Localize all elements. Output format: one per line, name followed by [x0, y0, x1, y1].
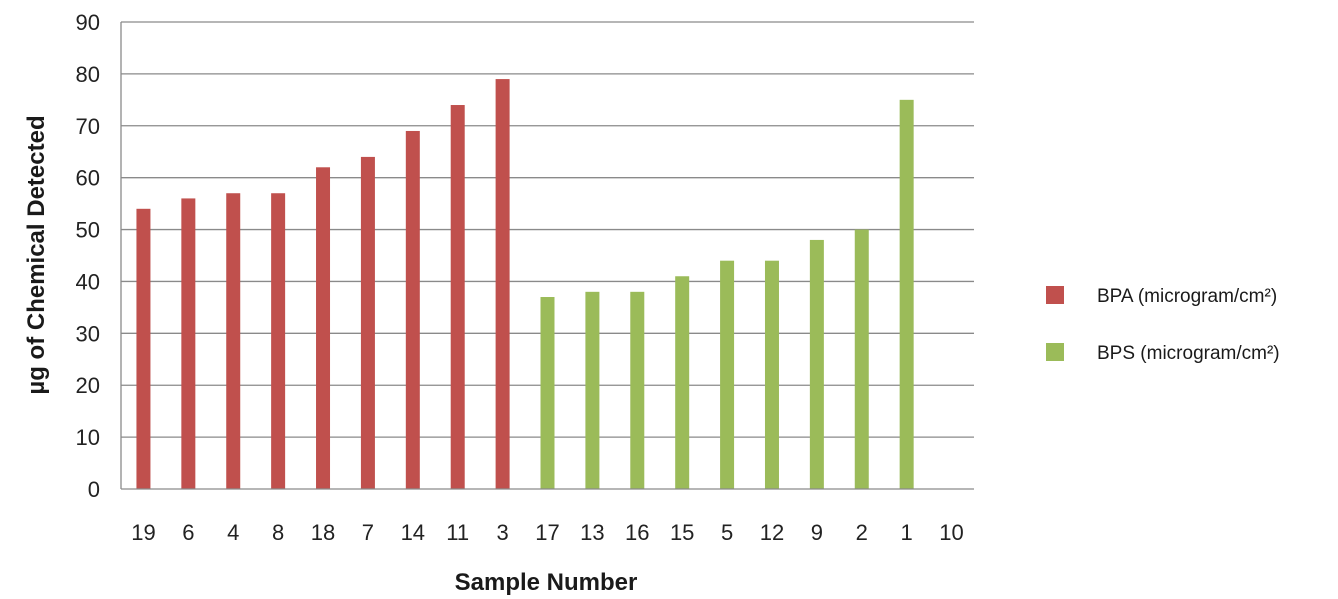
bar-bpa-sample-4 — [226, 193, 241, 489]
x-tick-label: 4 — [227, 520, 239, 545]
bar-bpa-sample-6 — [181, 198, 196, 489]
legend-label: BPS (microgram/cm²) — [1097, 343, 1280, 364]
bar-bps-sample-9 — [809, 239, 824, 489]
y-tick-label: 20 — [76, 373, 100, 398]
legend-swatch — [1046, 286, 1064, 304]
x-tick-label: 12 — [760, 520, 784, 545]
x-tick-label: 6 — [182, 520, 194, 545]
x-tick-label: 7 — [362, 520, 374, 545]
y-axis-label: µg of Chemical Detected — [23, 115, 50, 394]
x-tick-label: 8 — [272, 520, 284, 545]
x-tick-label: 15 — [670, 520, 694, 545]
x-tick-label: 11 — [446, 520, 469, 545]
bar-bpa-sample-14 — [405, 130, 420, 489]
legend-swatch — [1046, 343, 1064, 361]
bar-bps-sample-12 — [764, 260, 779, 489]
y-tick-label: 90 — [76, 10, 100, 35]
bar-bpa-sample-3 — [495, 79, 510, 490]
x-tick-label: 5 — [721, 520, 733, 545]
bar-bps-sample-5 — [720, 260, 735, 489]
y-tick-label: 30 — [76, 321, 100, 346]
bar-bpa-sample-19 — [136, 208, 151, 490]
y-tick-label: 0 — [88, 477, 100, 502]
y-tick-label: 70 — [76, 114, 100, 139]
bar-bps-sample-1 — [899, 99, 914, 489]
x-tick-label: 13 — [580, 520, 604, 545]
x-tick-label: 19 — [131, 520, 155, 545]
legend: BPA (microgram/cm²) BPS (microgram/cm²) — [1046, 286, 1280, 364]
x-tick-label: 3 — [496, 520, 508, 545]
legend-label: BPA (microgram/cm²) — [1097, 286, 1277, 307]
bar-bps-sample-17 — [540, 297, 555, 489]
bar-bps-sample-16 — [630, 291, 645, 489]
y-axis-ticks: 0 10 20 30 40 50 60 70 80 90 — [76, 10, 100, 502]
gridlines — [121, 21, 974, 438]
x-axis-ticks: 19 6 4 8 18 7 14 11 3 17 13 16 15 5 12 9 2 1 10 — [131, 520, 964, 545]
x-tick-label: 16 — [625, 520, 649, 545]
x-tick-label: 17 — [535, 520, 559, 545]
x-axis-label: Sample Number — [455, 569, 638, 596]
bar-bpa-sample-7 — [360, 156, 375, 489]
bar-bpa-sample-11 — [450, 105, 465, 490]
y-tick-label: 60 — [76, 166, 100, 191]
y-tick-label: 40 — [76, 269, 100, 294]
y-tick-label: 80 — [76, 62, 100, 87]
bar-bpa-sample-18 — [316, 167, 331, 490]
bar-bps-sample-2 — [854, 229, 869, 490]
x-tick-label: 2 — [856, 520, 868, 545]
x-tick-label: 10 — [939, 520, 963, 545]
bar-bps-sample-13 — [585, 291, 600, 489]
x-tick-label: 9 — [811, 520, 823, 545]
bar-bps-sample-15 — [675, 276, 690, 489]
x-tick-label: 1 — [901, 520, 913, 545]
bars — [136, 79, 914, 490]
y-tick-label: 50 — [76, 218, 100, 243]
bar-bpa-sample-8 — [271, 193, 286, 489]
x-tick-label: 14 — [401, 520, 425, 545]
x-tick-label: 18 — [311, 520, 335, 545]
y-tick-label: 10 — [76, 425, 100, 450]
